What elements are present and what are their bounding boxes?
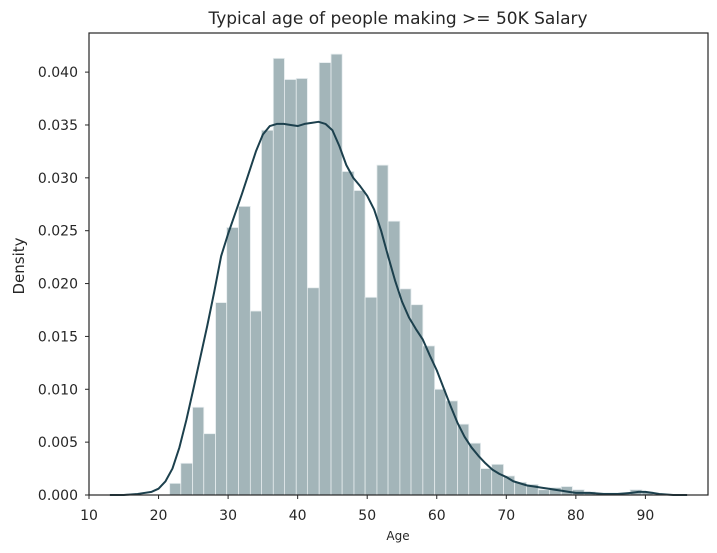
y-tick-label: 0.020 bbox=[38, 277, 78, 293]
kde-curve bbox=[109, 120, 688, 496]
x-tick-label: 50 bbox=[358, 508, 376, 524]
histogram-bar bbox=[226, 227, 239, 496]
histogram-bar bbox=[180, 462, 194, 496]
histogram-bar bbox=[192, 406, 205, 496]
x-tick-label: 70 bbox=[497, 508, 515, 524]
y-tick-label: 0.005 bbox=[38, 435, 78, 451]
y-tick-label: 0.035 bbox=[38, 118, 78, 134]
y-axis-label: Density bbox=[10, 237, 28, 294]
histogram-bar bbox=[422, 345, 436, 496]
histogram-bar bbox=[284, 79, 297, 496]
y-tick-label: 0.025 bbox=[38, 224, 78, 240]
histogram-bar bbox=[238, 205, 251, 496]
histogram-bar bbox=[364, 296, 378, 496]
histogram-bar bbox=[376, 164, 389, 496]
x-axis-label: Age bbox=[386, 529, 409, 543]
histogram-bar bbox=[341, 171, 355, 496]
histogram-bar bbox=[169, 482, 182, 496]
histogram-bar bbox=[410, 304, 424, 496]
y-tick-label: 0.000 bbox=[38, 488, 78, 504]
chart-title: Typical age of people making >= 50K Sala… bbox=[207, 9, 587, 29]
bars-group bbox=[169, 53, 654, 496]
histogram-bar bbox=[261, 129, 274, 496]
x-tick-label: 90 bbox=[636, 508, 654, 524]
histogram-bar bbox=[249, 310, 262, 496]
histogram-bar bbox=[537, 489, 550, 496]
histogram-bar bbox=[295, 78, 308, 496]
histogram-bar bbox=[215, 302, 228, 496]
histogram-bar bbox=[306, 287, 320, 496]
y-tick-label: 0.015 bbox=[38, 329, 78, 345]
y-tick-label: 0.030 bbox=[38, 171, 78, 187]
histogram-bar bbox=[491, 463, 504, 496]
y-tick-label: 0.040 bbox=[38, 65, 78, 81]
x-tick-label: 10 bbox=[80, 508, 98, 524]
plot-frame bbox=[88, 32, 709, 496]
histogram-bar bbox=[480, 468, 493, 496]
x-tick-label: 60 bbox=[428, 508, 446, 524]
histogram-bar bbox=[434, 388, 447, 496]
x-tick-label: 80 bbox=[567, 508, 585, 524]
y-tick-label: 0.010 bbox=[38, 382, 78, 398]
x-tick-label: 20 bbox=[150, 508, 168, 524]
x-tick-label: 30 bbox=[219, 508, 237, 524]
histogram-bar bbox=[445, 400, 459, 496]
histogram-bar bbox=[353, 190, 366, 496]
y-axis-ticks: 0.000 0.005 0.010 0.015 0.020 0.025 0.030 0.035… bbox=[38, 65, 89, 504]
x-tick-label: 40 bbox=[289, 508, 307, 524]
histogram-bar bbox=[330, 53, 343, 496]
histogram-bar bbox=[203, 433, 216, 496]
x-axis-ticks: 10 20 30 40 50 60 70 80 90 bbox=[80, 495, 654, 524]
